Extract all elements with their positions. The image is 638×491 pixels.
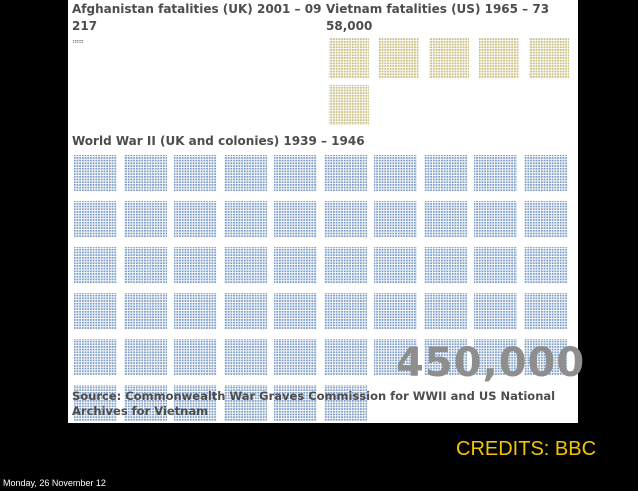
ww2-block: [124, 339, 167, 375]
ww2-block: [74, 385, 117, 421]
source-line-2: Archives for Vietnam: [72, 404, 209, 418]
ww2-block: [74, 293, 117, 329]
ww2-block: [524, 293, 567, 329]
ww2-block: [74, 201, 117, 237]
ww2-block: [224, 201, 267, 237]
ww2-block: [124, 293, 167, 329]
afghanistan-count: 217: [72, 19, 98, 33]
vietnam-block: [479, 38, 519, 78]
ww2-block: [424, 247, 467, 283]
ww2-block: [74, 339, 117, 375]
ww2-block: [424, 155, 467, 191]
ww2-block: [324, 201, 367, 237]
vietnam-block: [529, 38, 569, 78]
ww2-block: [374, 155, 417, 191]
ww2-block: [424, 293, 467, 329]
ww2-block: [124, 201, 167, 237]
ww2-big-number: 450,000: [396, 340, 586, 386]
ww2-block: [324, 385, 367, 421]
ww2-block: [324, 155, 367, 191]
ww2-block: [174, 201, 217, 237]
credits-label: CREDITS: BBC: [456, 438, 597, 460]
ww2-block: [174, 293, 217, 329]
infographic-panel: Afghanistan fatalities (UK) 2001 – 09 21…: [68, 0, 584, 423]
ww2-block: [474, 247, 517, 283]
ww2-block: [74, 155, 117, 191]
footer-date: Monday, 26 November 12: [3, 478, 106, 488]
ww2-block: [524, 339, 567, 375]
ww2-block: [374, 247, 417, 283]
ww2-block: [474, 155, 517, 191]
ww2-block: [424, 201, 467, 237]
afghanistan-block: [73, 40, 83, 43]
ww2-block: [474, 339, 517, 375]
ww2-block: [174, 385, 217, 421]
ww2-title: World War II (UK and colonies) 1939 – 19…: [72, 134, 365, 148]
vietnam-count: 58,000: [326, 19, 373, 33]
vietnam-block: [429, 38, 469, 78]
ww2-block: [174, 155, 217, 191]
ww2-block: [274, 201, 317, 237]
ww2-block: [224, 293, 267, 329]
ww2-block: [74, 247, 117, 283]
ww2-block: [124, 155, 167, 191]
ww2-block: [174, 247, 217, 283]
icon-array: [73, 38, 569, 421]
ww2-block: [324, 247, 367, 283]
ww2-block: [224, 247, 267, 283]
vietnam-title: Vietnam fatalities (US) 1965 – 73: [326, 2, 550, 16]
ww2-block: [224, 155, 267, 191]
ww2-block: [374, 339, 417, 375]
ww2-block: [374, 293, 417, 329]
ww2-block: [174, 339, 217, 375]
ww2-block: [474, 201, 517, 237]
vietnam-block: [329, 38, 369, 78]
ww2-block: [524, 201, 567, 237]
ww2-block: [124, 247, 167, 283]
ww2-block: [424, 339, 467, 375]
ww2-block: [524, 247, 567, 283]
ww2-block: [524, 155, 567, 191]
vietnam-block: [379, 38, 419, 78]
afghanistan-title: Afghanistan fatalities (UK) 2001 – 09: [72, 2, 322, 16]
ww2-block: [124, 385, 167, 421]
ww2-block: [224, 339, 267, 375]
source-line-1: Source: Commonwealth War Graves Commissi…: [72, 389, 556, 403]
ww2-block: [274, 155, 317, 191]
ww2-block: [224, 385, 267, 421]
ww2-block: [324, 339, 367, 375]
ww2-block: [274, 247, 317, 283]
ww2-block: [324, 293, 367, 329]
ww2-block: [274, 339, 317, 375]
vietnam-block: [329, 85, 369, 125]
ww2-block: [474, 293, 517, 329]
ww2-block: [274, 385, 317, 421]
ww2-block: [374, 201, 417, 237]
ww2-block: [274, 293, 317, 329]
